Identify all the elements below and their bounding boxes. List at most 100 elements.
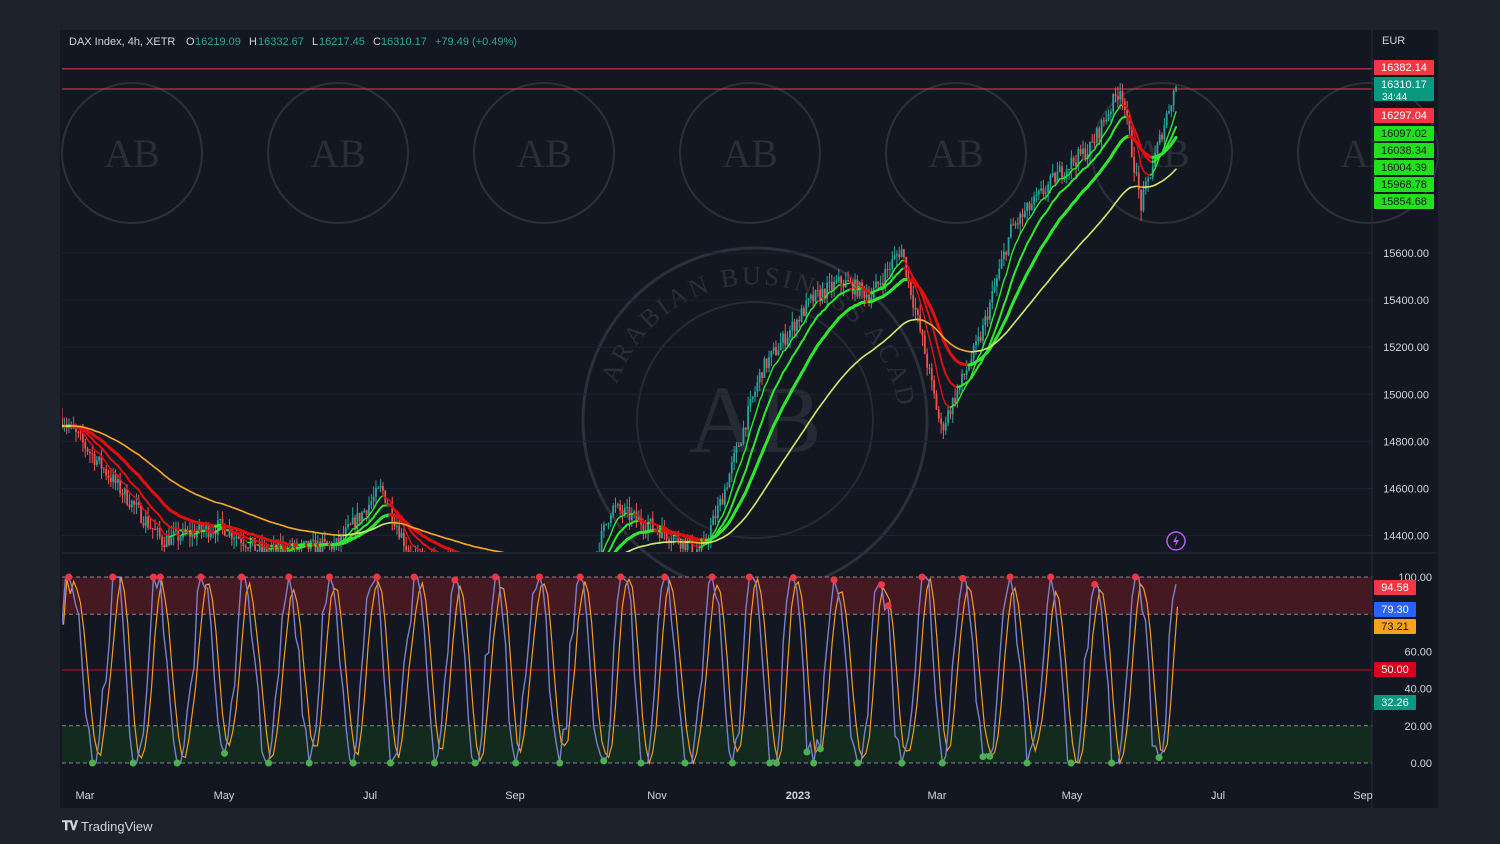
candle-body[interactable]: [635, 511, 638, 520]
candle-body[interactable]: [1156, 143, 1159, 154]
osc-value-badge[interactable]: [1374, 602, 1416, 617]
candle-body[interactable]: [719, 499, 722, 506]
candle-body[interactable]: [505, 568, 507, 569]
candle-body[interactable]: [782, 333, 784, 343]
candle-body[interactable]: [116, 478, 119, 484]
candle-body[interactable]: [672, 535, 675, 541]
candle-body[interactable]: [424, 556, 426, 566]
candle-body[interactable]: [700, 544, 703, 551]
candle-body[interactable]: [919, 314, 922, 331]
candle-body[interactable]: [902, 249, 905, 258]
candle-body[interactable]: [1054, 173, 1056, 183]
candle-body[interactable]: [256, 550, 259, 552]
candle-body[interactable]: [226, 535, 229, 537]
price-badge[interactable]: [1374, 126, 1434, 141]
candle-body[interactable]: [935, 393, 938, 410]
candle-body[interactable]: [268, 551, 270, 554]
candle-body[interactable]: [677, 534, 680, 543]
candle-body[interactable]: [240, 538, 242, 544]
candle-body[interactable]: [323, 538, 326, 542]
candle-body[interactable]: [963, 373, 966, 376]
candle-body[interactable]: [305, 540, 308, 542]
candle-body[interactable]: [679, 542, 682, 549]
candle-body[interactable]: [1084, 148, 1087, 160]
candle-body[interactable]: [830, 281, 833, 291]
candle-body[interactable]: [689, 538, 691, 542]
candle-body[interactable]: [137, 502, 140, 506]
candle-body[interactable]: [777, 350, 780, 355]
candle-body[interactable]: [970, 359, 973, 367]
price-series[interactable]: [61, 82, 1178, 597]
candle-body[interactable]: [361, 512, 363, 522]
candle-body[interactable]: [503, 568, 505, 569]
candle-body[interactable]: [896, 254, 898, 256]
candle-body[interactable]: [630, 513, 633, 521]
candle-body[interactable]: [814, 290, 817, 302]
candle-body[interactable]: [742, 427, 745, 444]
candle-body[interactable]: [61, 417, 63, 427]
candle-body[interactable]: [1163, 125, 1166, 140]
candle-body[interactable]: [326, 541, 329, 545]
candle-body[interactable]: [761, 372, 763, 378]
candle-body[interactable]: [82, 433, 84, 443]
candle-body[interactable]: [616, 504, 619, 506]
candle-body[interactable]: [937, 409, 940, 419]
candle-body[interactable]: [826, 282, 829, 299]
candle-body[interactable]: [1065, 169, 1068, 177]
candle-body[interactable]: [107, 475, 110, 478]
candle-body[interactable]: [930, 368, 933, 381]
candle-body[interactable]: [330, 543, 333, 550]
candle-body[interactable]: [1091, 141, 1094, 143]
candle-body[interactable]: [372, 496, 375, 502]
candle-body[interactable]: [809, 294, 812, 299]
candle-body[interactable]: [212, 532, 215, 534]
candle-body[interactable]: [228, 529, 231, 536]
candle-body[interactable]: [909, 279, 912, 296]
osc-value-badge[interactable]: [1374, 580, 1416, 595]
candle-body[interactable]: [623, 507, 626, 514]
candle-body[interactable]: [605, 523, 608, 525]
candle-body[interactable]: [647, 523, 649, 532]
candle-body[interactable]: [851, 281, 854, 295]
candle-body[interactable]: [940, 418, 943, 425]
candle-body[interactable]: [1093, 141, 1096, 143]
candle-body[interactable]: [86, 448, 89, 452]
candle-body[interactable]: [1049, 175, 1052, 185]
candle-body[interactable]: [726, 487, 729, 489]
candle-body[interactable]: [287, 555, 289, 556]
candle-body[interactable]: [487, 561, 489, 573]
candle-body[interactable]: [475, 564, 477, 573]
currency-label[interactable]: EUR: [1382, 35, 1405, 47]
candle-body[interactable]: [868, 294, 870, 302]
candle-body[interactable]: [393, 521, 396, 527]
candle-body[interactable]: [1012, 224, 1015, 226]
candle-body[interactable]: [591, 565, 593, 573]
candle-body[interactable]: [954, 398, 956, 403]
candle-body[interactable]: [109, 477, 112, 483]
osc-value-badge[interactable]: [1374, 662, 1416, 677]
candle-body[interactable]: [840, 276, 843, 284]
candle-body[interactable]: [923, 335, 926, 354]
candle-body[interactable]: [98, 456, 101, 461]
candle-body[interactable]: [422, 557, 424, 566]
tradingview-brand[interactable]: 𝐓𝐕 TradingView: [62, 818, 153, 834]
candle-body[interactable]: [833, 282, 836, 291]
candle-body[interactable]: [219, 518, 222, 521]
candle-body[interactable]: [712, 515, 715, 526]
candle-body[interactable]: [452, 563, 454, 564]
candle-body[interactable]: [1037, 190, 1040, 195]
candle-body[interactable]: [933, 380, 936, 394]
candle-body[interactable]: [230, 529, 233, 539]
candle-body[interactable]: [1058, 166, 1061, 172]
candle-body[interactable]: [119, 478, 122, 494]
candle-body[interactable]: [865, 294, 868, 298]
candle-body[interactable]: [805, 300, 808, 317]
candle-body[interactable]: [589, 571, 591, 573]
candle-body[interactable]: [459, 559, 461, 568]
candle-body[interactable]: [340, 534, 342, 544]
candle-body[interactable]: [1068, 168, 1070, 170]
candle-body[interactable]: [482, 566, 484, 567]
candle-body[interactable]: [1005, 251, 1008, 255]
candle-body[interactable]: [156, 528, 159, 530]
candle-body[interactable]: [200, 524, 203, 532]
